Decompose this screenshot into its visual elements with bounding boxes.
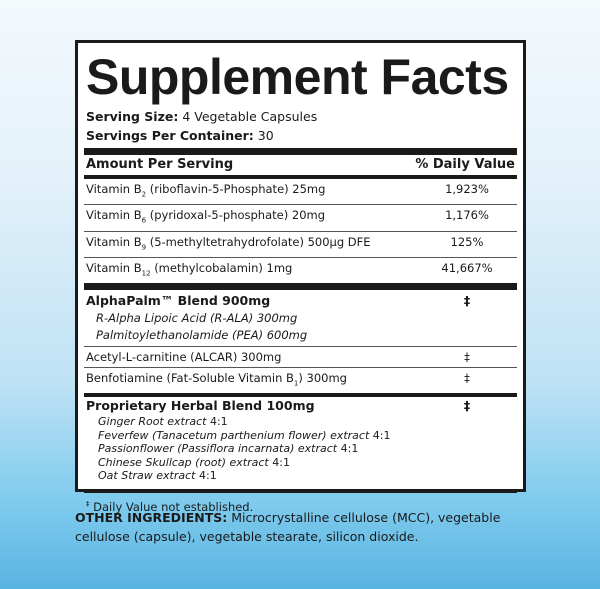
divider [84,346,517,348]
footnote: ‡ Daily Value not established. [86,499,254,514]
herbal-ingredient: Oat Straw extract 4:1 [98,469,217,483]
divider [84,256,517,258]
vitamin-row: Vitamin B2 (riboflavin-5-Phosphate) 25mg… [86,182,489,199]
divider [84,393,517,398]
alphapalm-blend: AlphaPalm™ Blend 900mg ‡ [86,293,471,309]
divider [84,488,517,493]
divider [84,283,517,291]
divider [84,175,517,179]
herbal-ingredient: Feverfew (Tanacetum parthenium flower) e… [98,428,391,442]
divider [84,230,517,232]
divider [84,148,517,155]
vitamin-row: Vitamin B12 (methylcobalamin) 1mg 41,667% [86,260,493,278]
benfotiamine-row: Benfotiamine (Fat-Soluble Vitamin B1) 30… [86,371,470,388]
blend-ingredient: R-Alpha Lipoic Acid (R-ALA) 300mg [96,311,298,326]
alcar-row: Acetyl-L-carnitine (ALCAR) 300mg ‡ [86,350,470,365]
other-ingredients: OTHER INGREDIENTS: Microcrystalline cell… [75,510,501,544]
vitamin-row: Vitamin B6 (pyridoxal-5-phosphate) 20mg 1… [86,208,489,225]
column-header: Amount Per Serving% Daily Value [86,157,515,172]
servings-per-container: Servings Per Container: 30 [86,128,274,143]
divider [84,367,517,369]
panel-title: Supplement Facts [86,49,509,105]
herbal-ingredient: Passionflower (Passiflora incarnata) ext… [98,442,359,456]
vitamin-row: Vitamin B9 (5-methyltetrahydrofolate) 50… [86,234,484,251]
herbal-ingredient: Chinese Skullcap (root) extract 4:1 [98,455,290,469]
serving-size: Serving Size: 4 Vegetable Capsules [86,109,318,124]
herbal-blend: Proprietary Herbal Blend 100mg ‡ [86,398,471,414]
supplement-facts-panel: Supplement Facts Serving Size: 4 Vegetab… [75,40,526,514]
herbal-ingredient: Ginger Root extract 4:1 [98,415,228,429]
blend-ingredient: Palmitoylethanolamide (PEA) 600mg [96,328,308,343]
divider [84,204,517,206]
